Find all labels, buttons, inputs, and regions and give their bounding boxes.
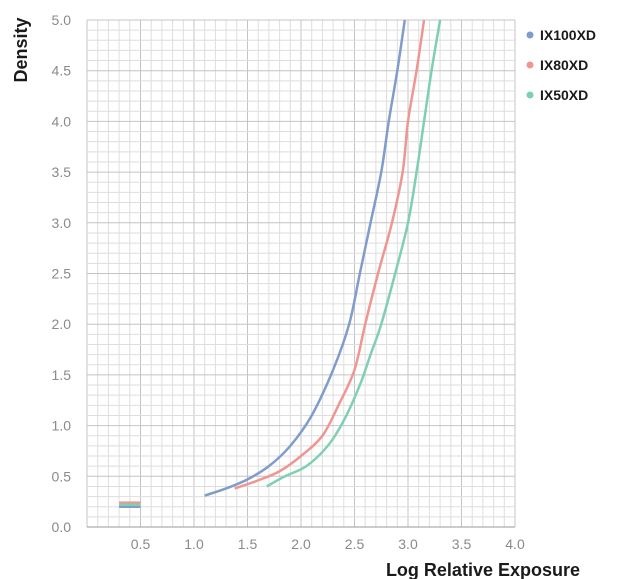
legend-label-ix100xd: IX100XD — [540, 27, 596, 43]
x-tick-label: 3.0 — [398, 536, 418, 552]
y-tick-label: 0.5 — [52, 468, 72, 484]
x-tick-labels: 0.5 1.0 1.5 2.0 2.5 3.0 3.5 4.0 — [131, 536, 525, 552]
y-axis-title: Density — [11, 17, 31, 82]
base-fog-marks — [119, 501, 141, 508]
series-line-ix50xd — [266, 19, 442, 488]
y-tick-label: 2.5 — [52, 266, 72, 282]
legend-marker-ix100xd — [526, 31, 534, 39]
y-tick-label: 0.0 — [52, 519, 72, 535]
legend: IX100XD IX80XD IX50XD — [526, 27, 596, 103]
plot-grid — [86, 19, 516, 528]
x-tick-label: 2.5 — [345, 536, 365, 552]
x-tick-label: 3.5 — [452, 536, 472, 552]
legend-label-ix50xd: IX50XD — [540, 87, 588, 103]
y-tick-label: 1.0 — [52, 418, 72, 434]
y-tick-labels: 0.0 0.5 1.0 1.5 2.0 2.5 3.0 3.5 4.0 4.5 5.0 — [52, 12, 72, 535]
y-tick-label: 3.0 — [52, 215, 72, 231]
legend-label-ix80xd: IX80XD — [540, 57, 588, 73]
y-tick-label: 3.5 — [52, 164, 72, 180]
x-tick-label: 1.0 — [184, 536, 204, 552]
y-tick-label: 1.5 — [52, 367, 72, 383]
x-tick-label: 4.0 — [505, 536, 525, 552]
y-tick-label: 2.0 — [52, 316, 72, 332]
y-tick-label: 5.0 — [52, 12, 72, 28]
series-line-ix100xd — [204, 19, 407, 497]
legend-marker-ix80xd — [526, 61, 534, 69]
y-tick-label: 4.5 — [52, 63, 72, 79]
x-tick-label: 1.5 — [238, 536, 258, 552]
x-tick-label: 0.5 — [131, 536, 151, 552]
legend-marker-ix50xd — [526, 91, 534, 99]
series-line-ix80xd — [234, 19, 426, 490]
series-lines — [204, 19, 442, 497]
x-axis-title: Log Relative Exposure — [386, 560, 580, 579]
y-tick-label: 4.0 — [52, 113, 72, 129]
x-tick-label: 2.0 — [291, 536, 311, 552]
